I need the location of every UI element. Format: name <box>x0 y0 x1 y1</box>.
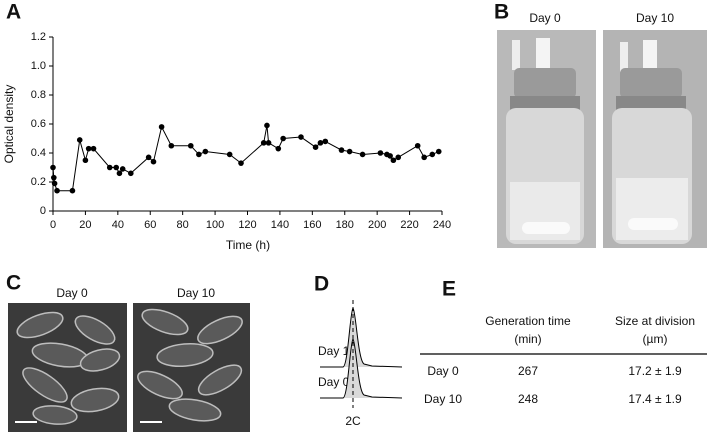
column-header: (min) <box>514 332 541 346</box>
data-point <box>395 154 402 161</box>
y-tick-label: 0.4 <box>31 147 46 159</box>
data-point <box>50 164 56 171</box>
micrograph-label: Day 0 <box>56 286 88 300</box>
x-tick-label: 40 <box>112 219 124 231</box>
data-point <box>116 170 123 177</box>
cell: 17.4 ± 1.9 <box>628 392 682 406</box>
data-point <box>377 150 384 156</box>
data-point <box>69 187 76 194</box>
data-point <box>150 158 157 165</box>
x-tick-label: 240 <box>433 219 451 231</box>
data-point <box>54 187 60 194</box>
data-point <box>128 170 134 177</box>
data-point <box>317 140 324 146</box>
table: Generation time (min) Size at division (… <box>420 314 707 406</box>
panel-letter: D <box>314 273 329 296</box>
data-point <box>106 164 113 171</box>
cell: 248 <box>518 392 538 406</box>
y-tick-label: 0.6 <box>31 118 46 130</box>
histogram-x-label: 2C <box>345 414 361 428</box>
data-point <box>312 144 319 150</box>
data-point <box>387 153 393 159</box>
x-tick-label: 60 <box>144 219 156 231</box>
x-tick-label: 160 <box>303 219 321 231</box>
data-point <box>51 174 57 181</box>
x-tick-label: 200 <box>368 219 386 231</box>
data-point <box>145 154 152 161</box>
y-tick-label: 0.2 <box>31 176 46 188</box>
x-tick-label: 20 <box>79 219 91 231</box>
y-tick-label: 1.0 <box>31 60 46 72</box>
photo-panel: Day 0 Day 10 <box>497 11 707 248</box>
data-line <box>52 125 439 192</box>
cell: 17.2 ± 1.9 <box>628 364 682 378</box>
column-header: Size at division <box>615 314 695 328</box>
row-label: Day 10 <box>424 392 462 406</box>
data-point <box>435 148 442 155</box>
data-point <box>280 135 286 142</box>
data-point <box>390 157 397 164</box>
data-point <box>51 180 58 187</box>
panel-letter: B <box>494 1 509 24</box>
data-point <box>359 151 366 158</box>
panel-letter: E <box>442 278 456 301</box>
histogram-label: Day 0 <box>318 375 350 389</box>
data-point <box>275 145 282 152</box>
data-point <box>226 151 233 158</box>
x-tick-label: 80 <box>177 219 189 231</box>
y-tick-label: 1.2 <box>31 31 46 43</box>
data-point <box>85 145 92 152</box>
y-tick-label: 0 <box>40 205 46 217</box>
photo-label: Day 0 <box>529 11 561 25</box>
micrograph-label: Day 10 <box>177 286 215 300</box>
x-tick-label: 0 <box>50 219 56 231</box>
bottle <box>612 40 692 244</box>
data-point <box>119 166 126 172</box>
data-point <box>82 157 89 164</box>
data-point <box>338 147 345 153</box>
column-header: Generation time <box>485 314 571 328</box>
data-point <box>76 137 83 143</box>
data-point <box>265 140 272 146</box>
data-point <box>421 154 427 161</box>
data-point <box>196 151 202 158</box>
data-point <box>414 142 421 149</box>
y-tick-label: 0.8 <box>31 89 46 101</box>
panel-letter: C <box>6 272 21 295</box>
data-point <box>346 148 353 155</box>
data-point <box>260 140 267 146</box>
x-tick-label: 220 <box>400 219 418 231</box>
x-tick-label: 100 <box>206 219 224 231</box>
data-point <box>298 134 304 140</box>
data-point <box>202 148 209 155</box>
y-axis-label: Optical density <box>2 85 16 164</box>
column-header: (µm) <box>643 332 668 346</box>
histogram-panel: Day 10 Day 0 2C <box>318 300 403 428</box>
data-point <box>90 145 97 152</box>
data-point <box>158 124 165 130</box>
photo-label: Day 10 <box>636 11 674 25</box>
line-chart: Time (h) Optical density 0 0.2 0.4 0.6 0.8 1.… <box>2 31 451 252</box>
micrograph-panel: Day 0 Day 10 <box>8 286 250 432</box>
x-tick-label: 140 <box>271 219 289 231</box>
data-point <box>238 160 244 166</box>
data-point <box>187 142 194 149</box>
cell: 267 <box>518 364 538 378</box>
cells <box>16 308 243 425</box>
x-axis-label: Time (h) <box>226 238 270 252</box>
x-tick-label: 180 <box>336 219 354 231</box>
data-point <box>113 164 120 171</box>
x-tick-label: 120 <box>238 219 256 231</box>
bottle <box>506 38 584 244</box>
data-point <box>264 122 270 129</box>
row-label: Day 0 <box>427 364 459 378</box>
data-point <box>322 138 329 145</box>
panel-letter: A <box>6 1 21 24</box>
data-point <box>429 151 436 158</box>
data-point <box>168 142 175 149</box>
